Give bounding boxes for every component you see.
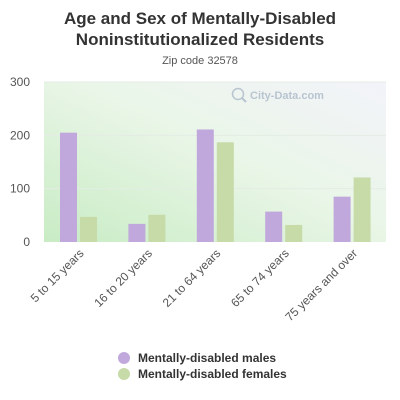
- bar-females-2: [216, 142, 234, 242]
- y-axis-ticks: 0 100 200 300: [10, 75, 30, 249]
- legend-swatch-males: [118, 351, 130, 364]
- x-tick-label: 16 to 20 years: [91, 246, 155, 310]
- legend-label-males: Mentally-disabled males: [138, 350, 277, 365]
- gridlines: [44, 81, 386, 190]
- watermark-text: City-Data.com: [250, 90, 324, 102]
- y-tick-label: 100: [10, 182, 30, 196]
- bar-females-1: [148, 214, 166, 242]
- bar-males-4: [333, 196, 351, 242]
- bar-males-3: [265, 211, 283, 242]
- bar-males-0: [60, 132, 77, 242]
- bar-males-1: [128, 223, 146, 242]
- bar-females-3: [285, 224, 303, 242]
- y-tick-label: 300: [10, 75, 30, 89]
- chart-title: Age and Sex of Mentally-Disabled Noninst…: [63, 9, 337, 49]
- x-tick-label: 75 years and over: [282, 246, 360, 324]
- chart-subtitle: Zip code 32578: [162, 55, 238, 67]
- bar-males-2: [196, 129, 214, 242]
- watermark: City-Data.com: [231, 87, 324, 103]
- x-tick-label: 21 to 64 years: [160, 246, 224, 310]
- x-tick-label: 65 to 74 years: [228, 246, 292, 310]
- watermark-search-handle: [241, 97, 247, 103]
- y-tick-label: 0: [23, 235, 30, 249]
- legend-swatch-females: [118, 367, 130, 380]
- bar-females-0: [80, 216, 97, 242]
- legend-item-females: Mentally-disabled females: [118, 366, 287, 381]
- bar-females-4: [353, 177, 371, 242]
- y-tick-label: 200: [10, 128, 30, 142]
- legend-item-males: Mentally-disabled males: [118, 350, 287, 365]
- watermark-search-icon: [231, 87, 245, 101]
- legend: Mentally-disabled males Mentally-disable…: [118, 350, 287, 382]
- x-axis-ticks: 5 to 15 years 16 to 20 years 21 to 64 year…: [28, 246, 361, 324]
- plot-area: [44, 82, 386, 242]
- legend-label-females: Mentally-disabled females: [138, 366, 287, 381]
- bars: [60, 129, 371, 242]
- x-tick-label: 5 to 15 years: [28, 246, 87, 305]
